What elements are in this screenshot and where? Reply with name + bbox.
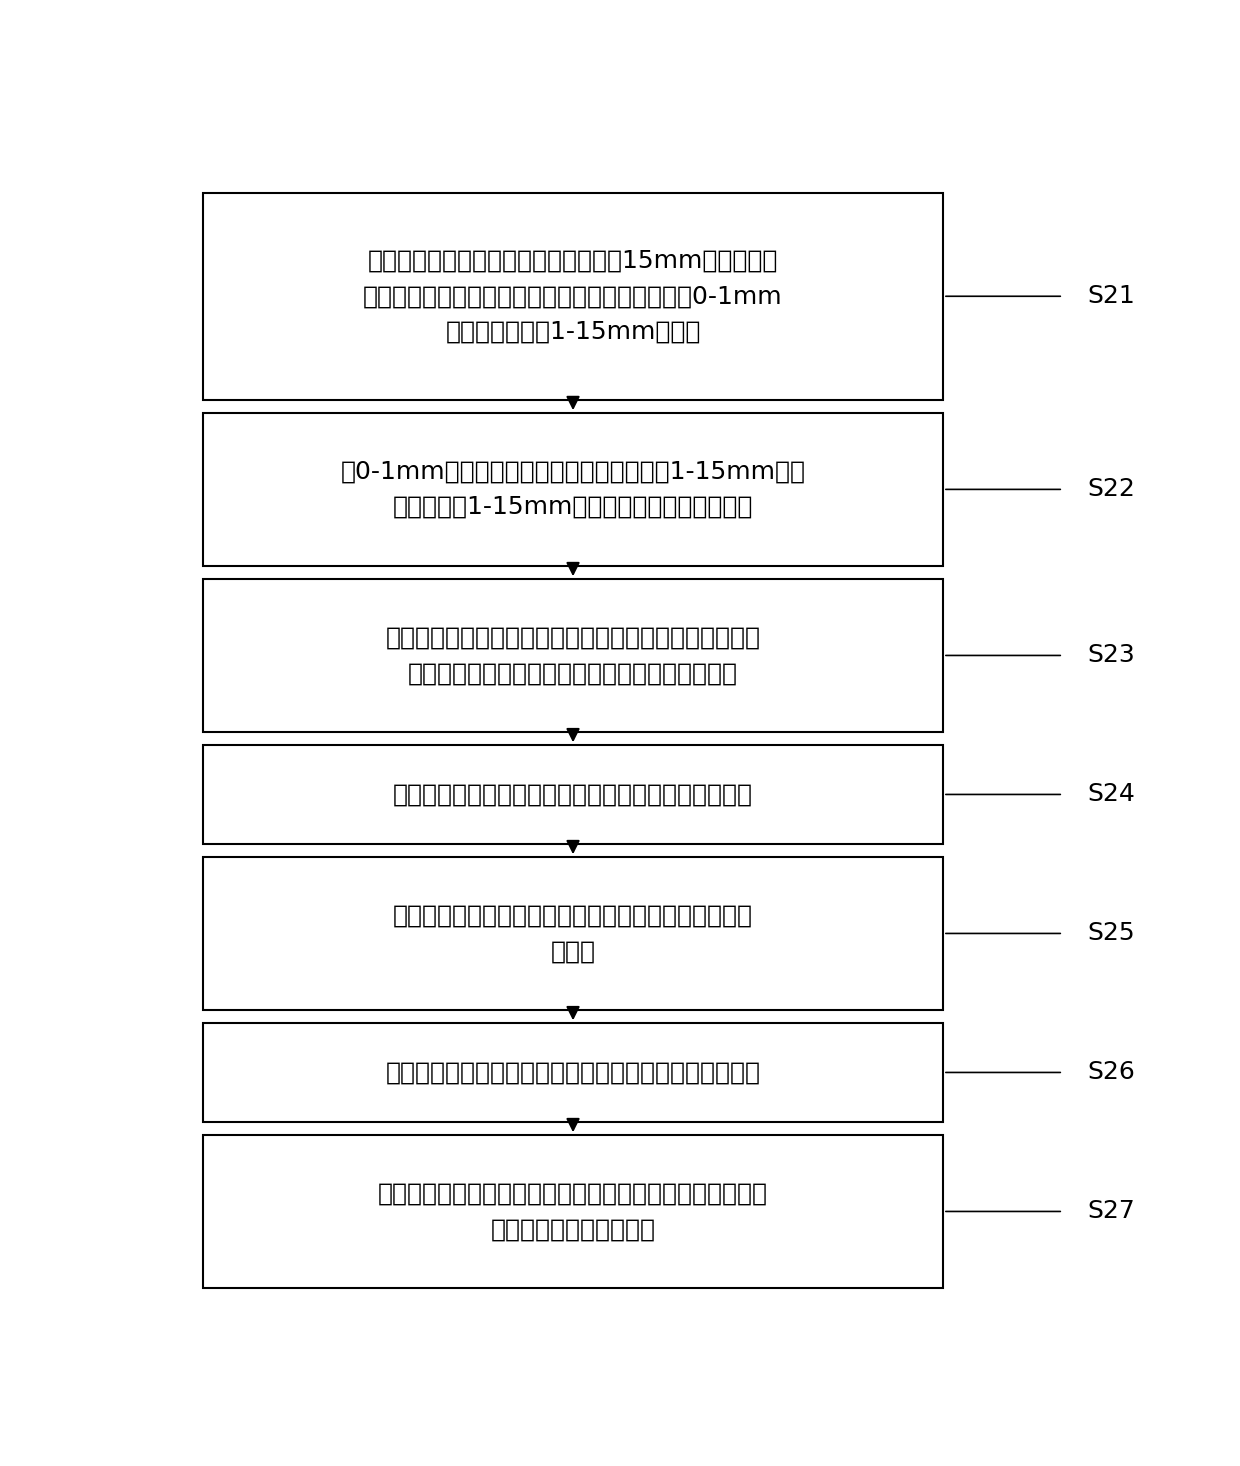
Text: 将混合物料置入回转窑内，并向回转窑内添加高挥发分煤
以作为还原剂对混合物料进行还原并获得还原物料: 将混合物料置入回转窑内，并向回转窑内添加高挥发分煤 以作为还原剂对混合物料进行还… — [386, 626, 760, 685]
FancyBboxPatch shape — [203, 194, 942, 400]
FancyBboxPatch shape — [203, 1135, 942, 1287]
Text: 采用干膜干选机对还原物料进行分离以获得富钒钛尾矿
和铁粉: 采用干膜干选机对还原物料进行分离以获得富钒钛尾矿 和铁粉 — [393, 903, 753, 963]
Text: S21: S21 — [1087, 284, 1135, 308]
Text: S23: S23 — [1087, 644, 1135, 667]
Text: S26: S26 — [1087, 1060, 1135, 1085]
FancyBboxPatch shape — [203, 413, 942, 566]
FancyBboxPatch shape — [203, 579, 942, 732]
Text: 对0-1mm的矿石进行造球以制得球团，并将1-15mm的矿
石、球团和1-15mm的残炭混合以制得混合物料: 对0-1mm的矿石进行造球以制得球团，并将1-15mm的矿 石、球团和1-15m… — [341, 460, 806, 519]
FancyBboxPatch shape — [203, 745, 942, 844]
Text: 对富钒钛尾矿和富钒钛渣进行处理以获取钒、钛产品，对半
钢进行处理以获取铁产品: 对富钒钛尾矿和富钒钛渣进行处理以获取钒、钛产品，对半 钢进行处理以获取铁产品 — [378, 1182, 768, 1242]
Text: S25: S25 — [1087, 922, 1135, 946]
Text: 对钒钛磁铁矿进行破碎以制得粒度小于15mm的矿石，并
采用铁矿粒度分级机对矿石进行分类以获取粒度为0-1mm
的矿石和粒度为1-15mm的矿石: 对钒钛磁铁矿进行破碎以制得粒度小于15mm的矿石，并 采用铁矿粒度分级机对矿石进… — [363, 249, 782, 343]
FancyBboxPatch shape — [203, 1023, 942, 1121]
FancyBboxPatch shape — [203, 858, 942, 1010]
Text: S27: S27 — [1087, 1199, 1135, 1224]
Text: 在熔分电炉中对铁粉进行高温熔化以获得富钒钛渣和半钢: 在熔分电炉中对铁粉进行高温熔化以获得富钒钛渣和半钢 — [386, 1060, 760, 1085]
Text: S24: S24 — [1087, 783, 1135, 806]
Text: S22: S22 — [1087, 478, 1135, 501]
Text: 将还原物料送入无氧冷却装置，以对还原物料进行降温: 将还原物料送入无氧冷却装置，以对还原物料进行降温 — [393, 783, 753, 806]
